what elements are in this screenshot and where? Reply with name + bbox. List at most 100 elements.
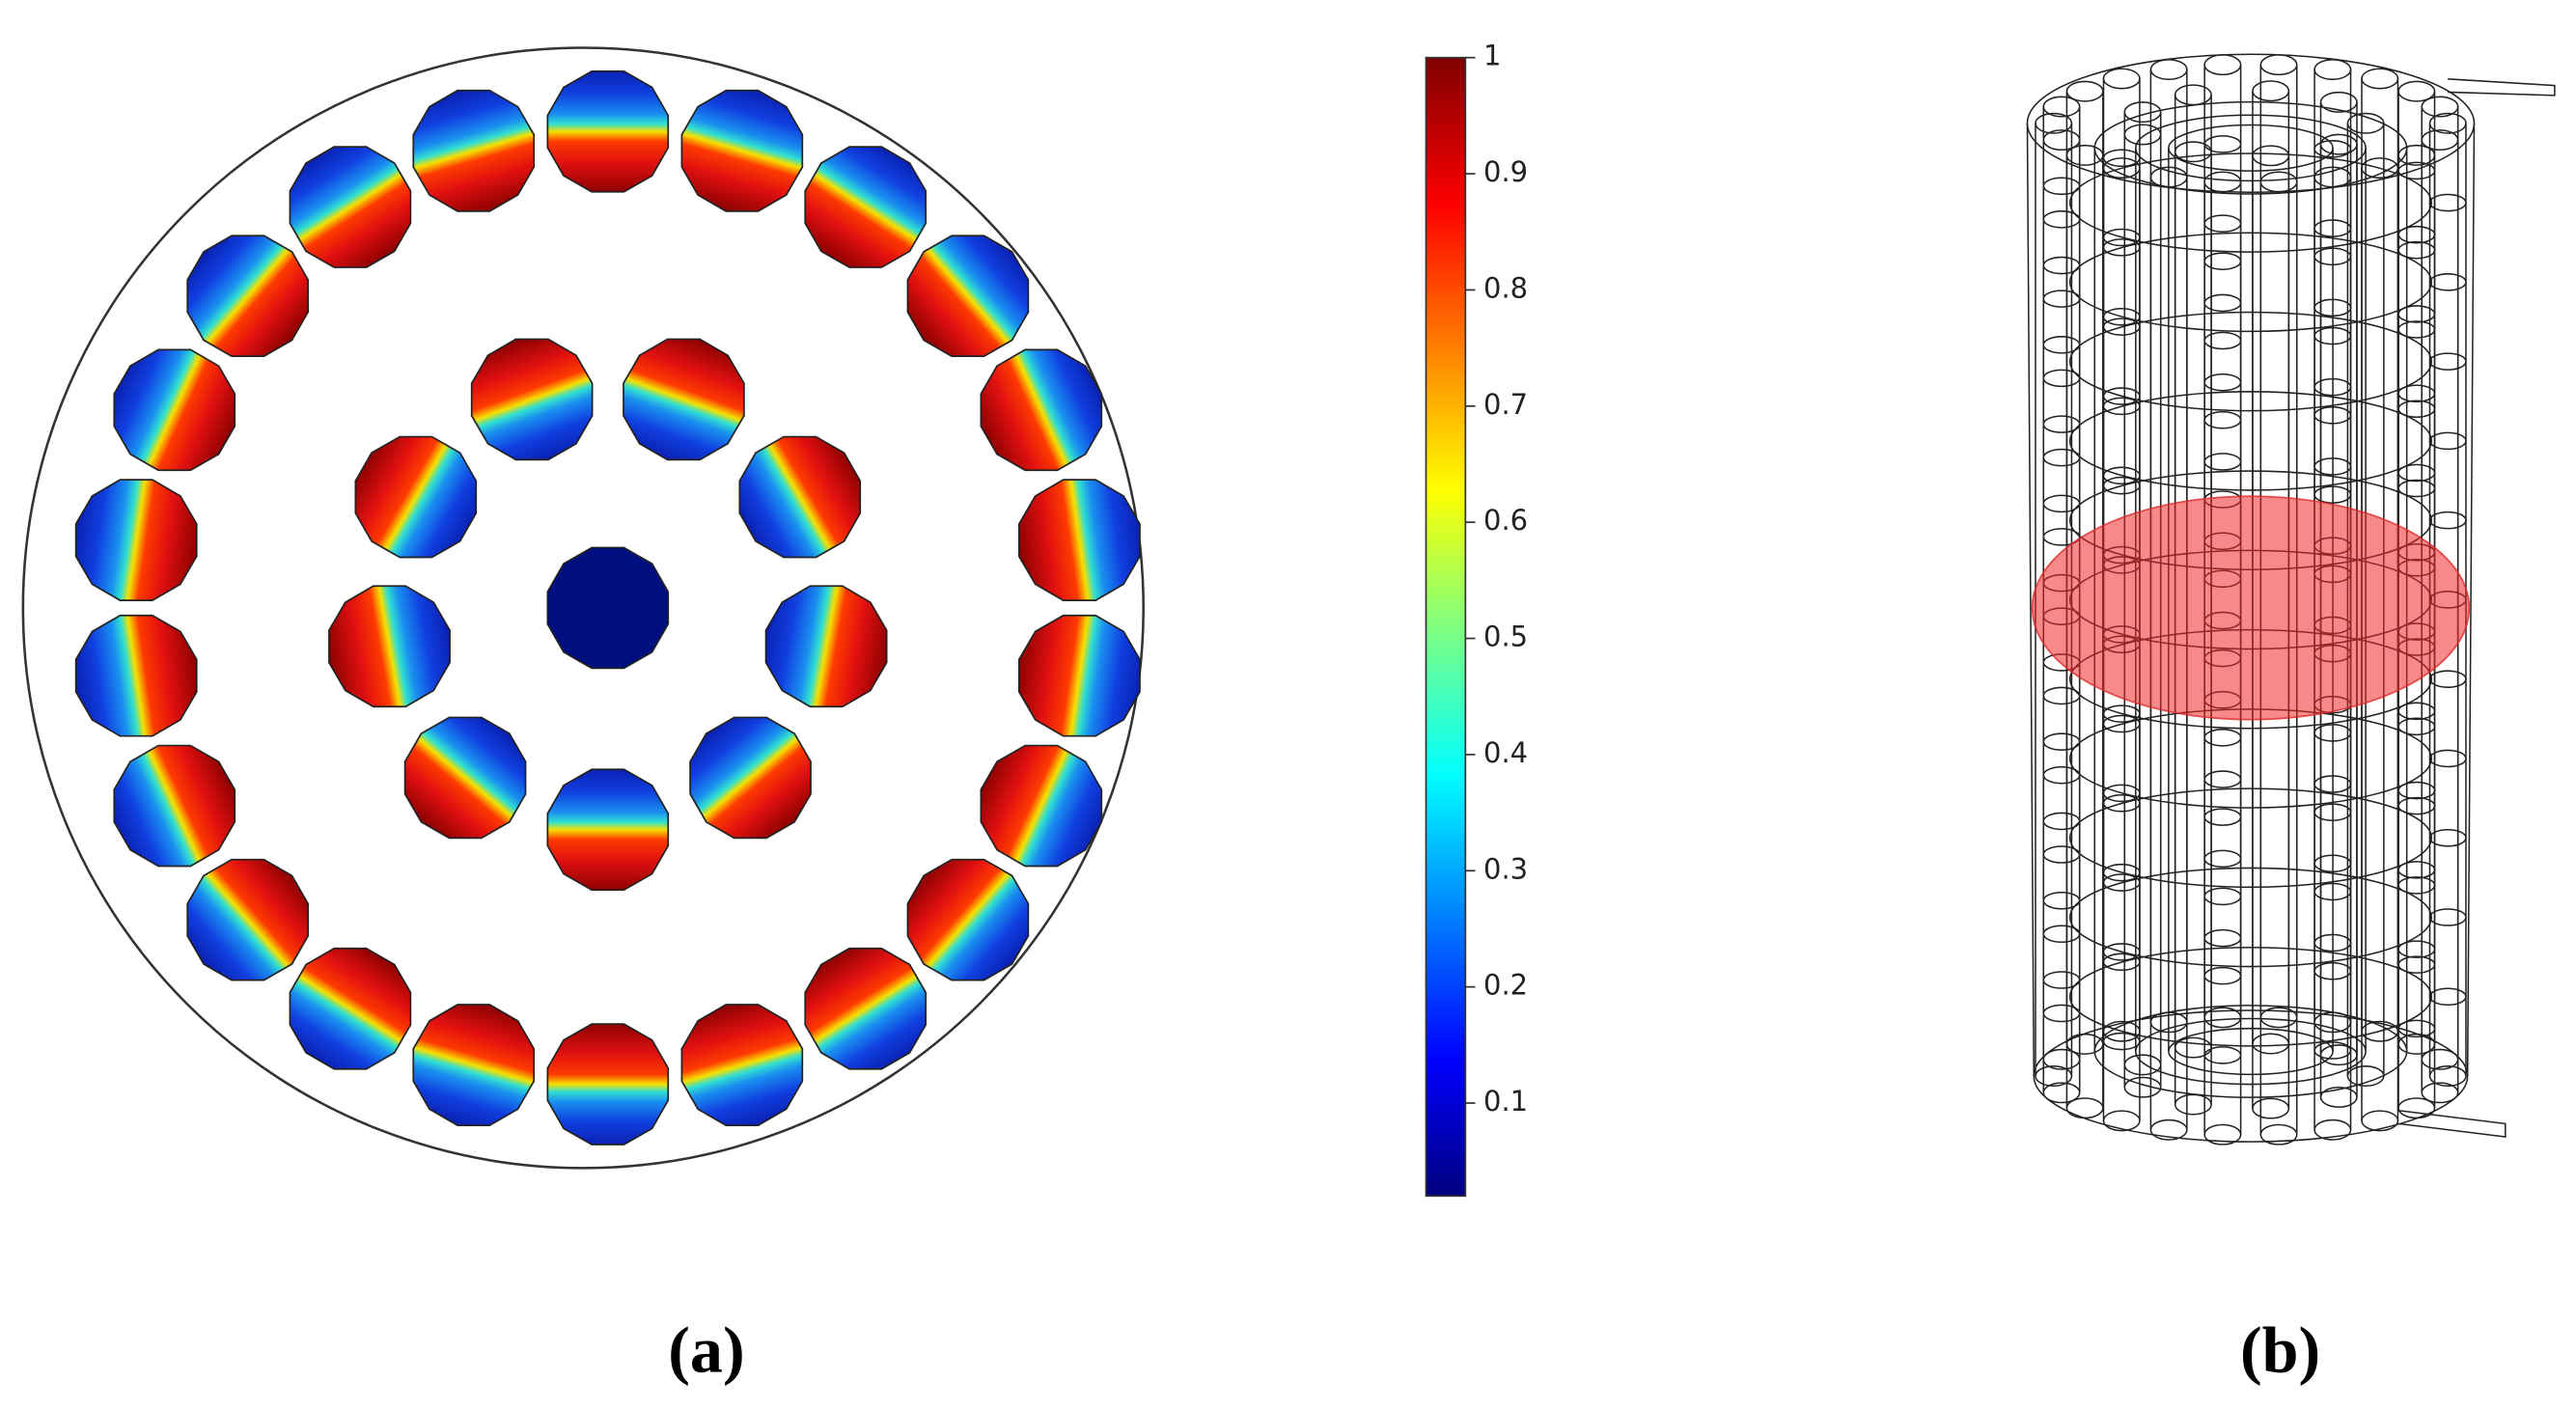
wire <box>2174 1036 2212 1059</box>
rod <box>328 585 451 708</box>
wire <box>2203 171 2242 193</box>
wire <box>2319 133 2358 155</box>
wire <box>2068 867 2432 968</box>
wire <box>2135 1017 2367 1086</box>
wire <box>2397 305 2436 323</box>
wire <box>2313 961 2352 980</box>
wire <box>2203 214 2242 233</box>
wire <box>2203 135 2242 153</box>
wire <box>2397 702 2436 721</box>
wire <box>2319 1086 2358 1108</box>
wire <box>2068 787 2432 889</box>
wire <box>2102 68 2141 90</box>
wire <box>2313 140 2352 158</box>
wire <box>2428 749 2467 768</box>
rod <box>113 744 236 868</box>
wire <box>2174 1093 2212 1116</box>
wire <box>2042 336 2081 354</box>
tick-label: 0.6 <box>1483 504 1528 537</box>
wire <box>2042 686 2081 705</box>
wire <box>2203 293 2242 313</box>
wire <box>2259 54 2298 76</box>
wire <box>2397 479 2436 498</box>
panel-a <box>21 46 1145 1170</box>
wire <box>2068 152 2432 253</box>
wire <box>2042 369 2081 388</box>
wire <box>2203 1046 2242 1064</box>
wire <box>2102 873 2141 892</box>
rod <box>74 614 198 737</box>
rod <box>623 338 745 461</box>
wire <box>2361 1110 2399 1132</box>
wire <box>2042 925 2081 944</box>
wire <box>2102 308 2141 326</box>
panel-b <box>2026 53 2556 1146</box>
wire <box>2428 670 2467 688</box>
wire <box>2203 966 2242 985</box>
wire <box>2252 145 2290 167</box>
rod <box>1018 614 1141 737</box>
rod <box>906 858 1030 981</box>
wire <box>2313 724 2352 742</box>
wire <box>2102 1020 2141 1042</box>
rod <box>546 1023 670 1146</box>
wire <box>2065 80 2104 102</box>
rod <box>186 235 310 358</box>
wire <box>2123 1076 2162 1098</box>
wire <box>2042 765 2081 785</box>
wire <box>2313 485 2352 504</box>
wire <box>2174 141 2212 163</box>
wire <box>2397 161 2436 180</box>
wire <box>2319 91 2358 113</box>
rod <box>980 348 1103 472</box>
wire <box>2042 732 2081 751</box>
rod <box>680 1004 804 1126</box>
rod <box>980 744 1103 868</box>
wire <box>2319 1044 2358 1066</box>
rod <box>412 89 536 212</box>
wire <box>2397 463 2436 483</box>
colorbar: 0.1 0.2 0.3 0.4 0.5 0.6 0.7 0.8 0.9 1 <box>1425 40 1528 1198</box>
wire <box>2397 940 2436 958</box>
wire <box>2102 228 2141 247</box>
wire <box>2313 803 2352 821</box>
wire <box>2428 431 2467 451</box>
rod <box>470 338 594 461</box>
wire <box>2397 320 2436 339</box>
wire <box>2421 1048 2459 1070</box>
panel-label: (a) <box>668 1312 744 1386</box>
wire <box>2259 171 2298 193</box>
rod <box>680 89 804 212</box>
tick-label: 0.3 <box>1483 852 1528 885</box>
pipe <box>2448 78 2556 97</box>
wire <box>2068 391 2432 491</box>
wire <box>2042 210 2081 229</box>
wire <box>2042 494 2081 513</box>
wire <box>2042 528 2081 546</box>
wire <box>2428 828 2467 847</box>
wire <box>2203 770 2242 788</box>
tick-label: 0.1 <box>1483 1085 1528 1118</box>
wire <box>2421 96 2459 118</box>
wire <box>2203 410 2242 429</box>
wire <box>2203 252 2242 270</box>
wire <box>2102 397 2141 416</box>
wire <box>2203 453 2242 471</box>
wire <box>2313 457 2352 476</box>
wire <box>2313 854 2352 873</box>
wire <box>2068 232 2432 333</box>
wire <box>2068 946 2432 1047</box>
rod <box>764 585 888 708</box>
wire <box>2174 84 2212 106</box>
tick-label: 0.7 <box>1483 388 1528 421</box>
wire <box>2102 863 2141 882</box>
wire <box>2397 240 2436 260</box>
wire <box>2313 933 2352 952</box>
wire <box>2042 448 2081 467</box>
wire <box>2397 876 2436 895</box>
wire <box>2042 290 2081 308</box>
wire <box>2397 400 2436 419</box>
wire <box>2102 1110 2141 1132</box>
wire <box>2093 1005 2408 1098</box>
